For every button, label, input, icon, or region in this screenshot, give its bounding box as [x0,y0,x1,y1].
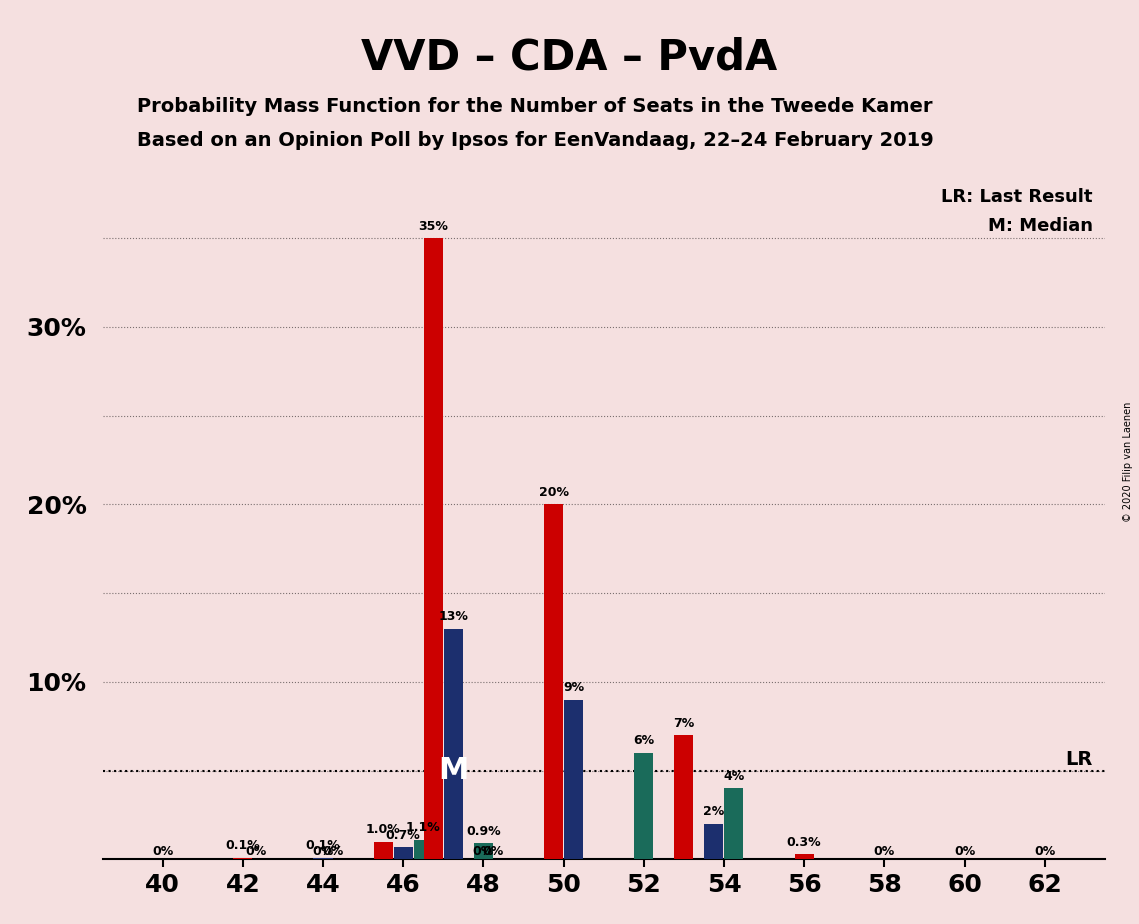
Bar [313,857,333,859]
Text: VVD – CDA – PvdA: VVD – CDA – PvdA [361,37,778,79]
Bar [233,857,253,859]
Bar [374,842,393,859]
Text: Based on an Opinion Poll by Ipsos for EenVandaag, 22–24 February 2019: Based on an Opinion Poll by Ipsos for Ee… [137,131,934,151]
Text: 0%: 0% [874,845,895,858]
Bar [474,844,493,859]
Text: Probability Mass Function for the Number of Seats in the Tweede Kamer: Probability Mass Function for the Number… [137,97,932,116]
Bar [394,847,412,859]
Bar [424,238,443,859]
Bar [544,505,563,859]
Text: LR: Last Result: LR: Last Result [941,188,1092,206]
Text: 0.7%: 0.7% [386,829,420,842]
Text: 0%: 0% [953,845,975,858]
Bar [674,736,694,859]
Text: M: M [439,756,468,785]
Bar [795,854,813,859]
Text: 0.3%: 0.3% [787,835,821,848]
Text: 4%: 4% [723,770,745,783]
Text: 0.1%: 0.1% [226,839,260,852]
Text: 0.1%: 0.1% [305,839,341,852]
Text: LR: LR [1065,749,1092,769]
Text: 0%: 0% [151,845,173,858]
Bar [724,788,744,859]
Text: 6%: 6% [633,735,654,748]
Text: 13%: 13% [439,610,468,623]
Bar [413,840,433,859]
Text: 0.9%: 0.9% [466,825,501,838]
Text: 0%: 0% [245,845,267,858]
Text: © 2020 Filip van Laenen: © 2020 Filip van Laenen [1123,402,1133,522]
Text: 0%: 0% [473,845,494,858]
Text: M: Median: M: Median [988,217,1092,236]
Bar [564,699,583,859]
Bar [444,628,462,859]
Bar [704,824,723,859]
Bar [634,753,654,859]
Text: 9%: 9% [563,681,584,694]
Text: 20%: 20% [539,486,568,499]
Text: 1.0%: 1.0% [366,823,401,836]
Text: 0%: 0% [483,845,505,858]
Text: 0%: 0% [1034,845,1056,858]
Text: 0%: 0% [322,845,344,858]
Text: 1.1%: 1.1% [405,821,441,834]
Text: 35%: 35% [418,220,449,233]
Text: 0%: 0% [312,845,334,858]
Text: 2%: 2% [703,806,724,819]
Text: 7%: 7% [673,717,695,730]
